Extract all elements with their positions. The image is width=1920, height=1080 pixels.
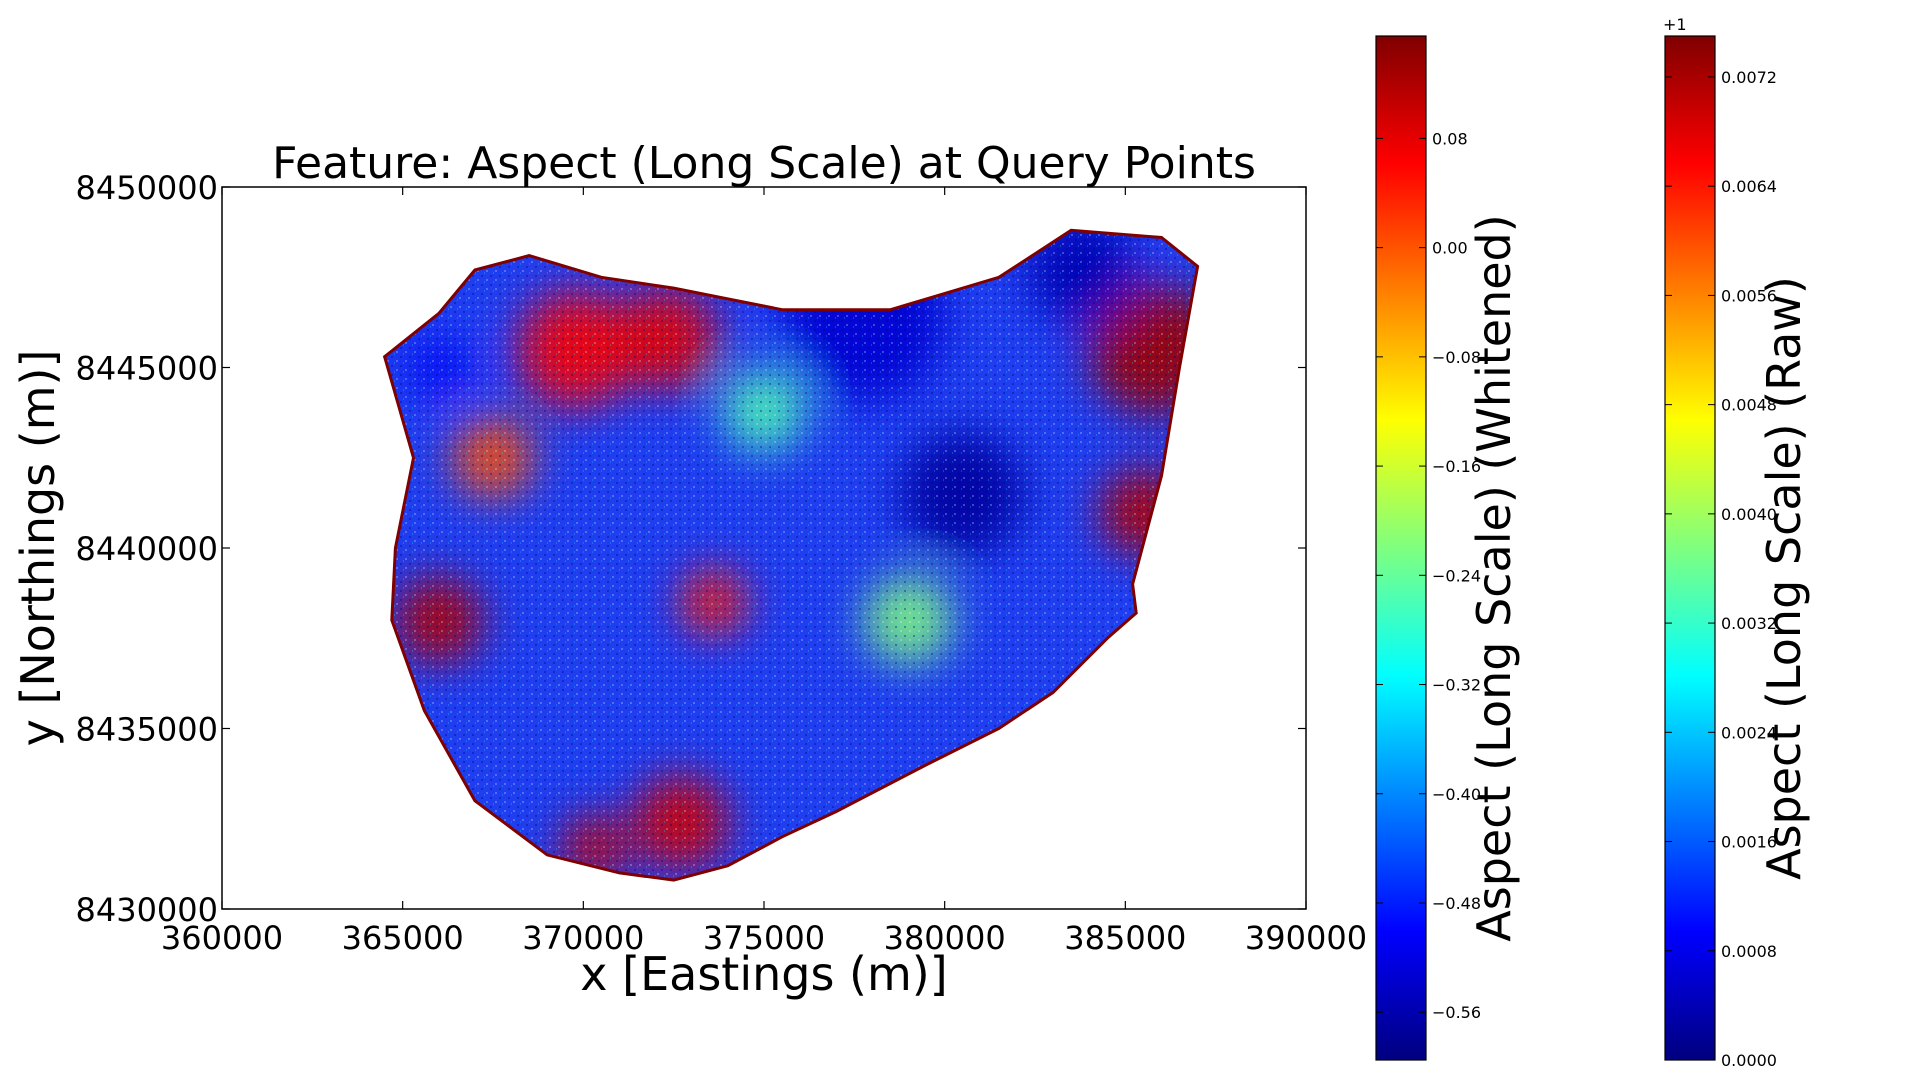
chart-title: Feature: Aspect (Long Scale) at Query Po… (272, 138, 1256, 189)
colorbar-tick-label: 0.0016 (1721, 833, 1777, 852)
colorbar-tick-label: 0.0024 (1721, 723, 1777, 742)
colorbar-tick-label: 0.0064 (1721, 177, 1777, 196)
colorbar-tick-label: 0.0032 (1721, 614, 1777, 633)
colorbar-tick-label: 0.0008 (1721, 942, 1777, 961)
colorbar-tick-label: 0.0000 (1721, 1051, 1777, 1070)
colorbar-label: Aspect (Long Scale) (Raw) (1757, 276, 1811, 880)
y-axis-ticks: 8430000 8435000 8440000 8445000 8450000 (75, 169, 1306, 929)
x-tick-label: 360000 (161, 919, 283, 957)
colorbar-tick-label: 0.00 (1432, 239, 1468, 258)
x-axis-label: x [Eastings (m)] (580, 947, 947, 1001)
colorbar-label: Aspect (Long Scale) (Whitened) (1467, 214, 1521, 941)
x-axis-ticks: 360000 365000 370000 375000 380000 385000 3900… (161, 187, 1367, 957)
colorbar-tick-label: 0.0040 (1721, 505, 1777, 524)
x-tick-label: 365000 (342, 919, 464, 957)
colorbar-raw: 0.0000 0.0008 0.0016 0.0024 0.0032 0.0040 0.00… (1663, 15, 1811, 1070)
colorbar-tick-label: 0.0048 (1721, 396, 1777, 415)
colorbar-gradient (1375, 35, 1427, 1061)
x-tick-label: 390000 (1245, 919, 1367, 957)
colorbar-tick-label: 0.0072 (1721, 68, 1777, 87)
y-tick-label: 8435000 (75, 711, 218, 749)
y-tick-label: 8445000 (75, 350, 218, 388)
colorbar-tick-label: −0.32 (1432, 676, 1481, 695)
y-tick-label: 8450000 (75, 169, 218, 207)
colorbar-whitened: −0.56 −0.48 −0.40 −0.32 −0.24 −0.16 −0.08 0.00 0… (1375, 35, 1521, 1061)
colorbar-tick-label: −0.40 (1432, 785, 1481, 804)
colorbar-tick-label: −0.16 (1432, 457, 1481, 476)
colorbar-tick-label: −0.48 (1432, 894, 1481, 913)
x-tick-label: 375000 (703, 919, 825, 957)
colorbar-gradient (1664, 35, 1716, 1061)
aspect-map (382, 228, 1200, 882)
y-axis-label: y [Northings (m)] (11, 350, 65, 747)
colorbar-tick-label: −0.56 (1432, 1003, 1481, 1022)
colorbar-tick-label: −0.08 (1432, 348, 1481, 367)
colorbar-tick-label: 0.0056 (1721, 286, 1777, 305)
y-tick-label: 8440000 (75, 530, 218, 568)
colorbar-tick-label: 0.08 (1432, 129, 1468, 148)
y-tick-label: 8430000 (75, 891, 218, 929)
x-tick-label: 370000 (522, 919, 644, 957)
region-outline (382, 228, 1200, 882)
x-tick-label: 380000 (884, 919, 1006, 957)
x-tick-label: 385000 (1064, 919, 1186, 957)
plot-area: 360000 365000 370000 375000 380000 385000 3900… (75, 169, 1367, 957)
colorbar-tick-label: −0.24 (1432, 566, 1481, 585)
colorbar-offset-text: +1 (1663, 15, 1687, 34)
